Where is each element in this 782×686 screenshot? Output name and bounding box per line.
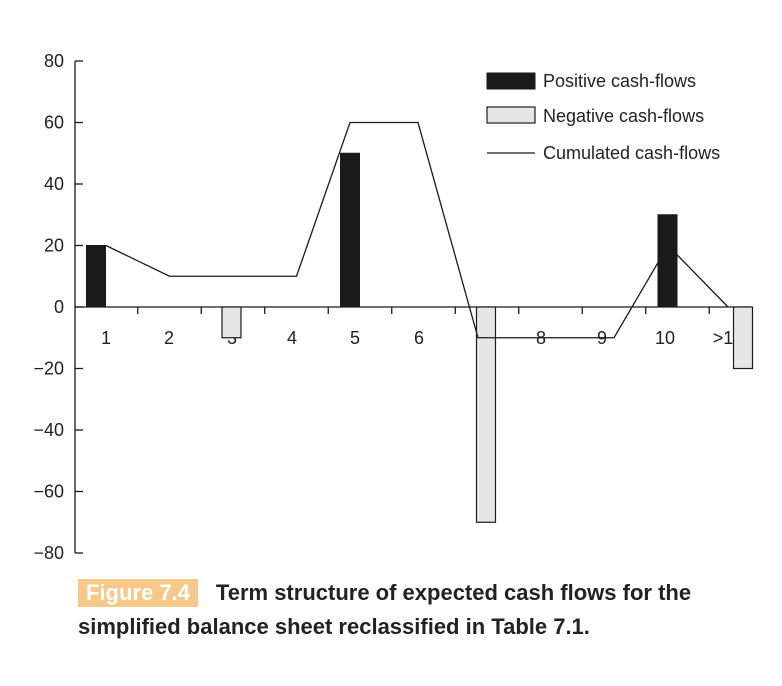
x-tick-label-bg (532, 326, 550, 348)
y-tick-label: 80 (44, 51, 64, 71)
x-tick-label-bg (410, 326, 428, 348)
positive-bar (340, 152, 360, 308)
y-tick-label: 20 (44, 236, 64, 256)
y-tick-label: −40 (33, 420, 64, 440)
y-tick-label: −60 (33, 482, 64, 502)
x-tick-label-bg (283, 326, 301, 348)
cumulative-line-layer (105, 121, 729, 339)
y-tick-label: −80 (33, 543, 64, 563)
negative-bar (221, 306, 242, 339)
legend-swatch-positive (486, 72, 536, 90)
y-tick-label: 60 (44, 113, 64, 133)
x-tick-label: 2 (164, 328, 174, 348)
positive-bar (657, 214, 678, 308)
x-axis: 12345678910>10 (75, 306, 750, 348)
x-tick-label: 4 (287, 328, 297, 348)
x-tick-label-bg (346, 326, 364, 348)
legend-swatch-negative (486, 106, 536, 124)
x-tick-label: 5 (350, 328, 360, 348)
y-tick-label: 0 (54, 297, 64, 317)
bars (86, 152, 754, 523)
legend-label-positive: Positive cash-flows (543, 71, 696, 91)
x-tick-label-bg (593, 326, 611, 348)
legend-label-cumulated: Cumulated cash-flows (543, 143, 720, 163)
y-tick-label: −20 (33, 359, 64, 379)
x-tick-label: 1 (101, 328, 111, 348)
x-tick-label-bg (97, 326, 115, 348)
legend: Positive cash-flows Negative cash-flows … (486, 71, 720, 163)
x-tick-label: 6 (414, 328, 424, 348)
figure-caption: Figure 7.4 Term structure of expected cas… (78, 576, 768, 644)
figure-label: Figure 7.4 (78, 579, 198, 607)
positive-bar (86, 245, 106, 308)
legend-label-negative: Negative cash-flows (543, 106, 704, 126)
x-tick-label-bg (160, 326, 178, 348)
negative-bar (475, 306, 497, 523)
x-tick-label-bg (651, 326, 679, 348)
negative-bar (732, 306, 754, 370)
y-tick-label: 40 (44, 174, 64, 194)
caption-text: Term structure of expected cash flows fo… (78, 580, 692, 639)
x-tick-label: 10 (655, 328, 675, 348)
